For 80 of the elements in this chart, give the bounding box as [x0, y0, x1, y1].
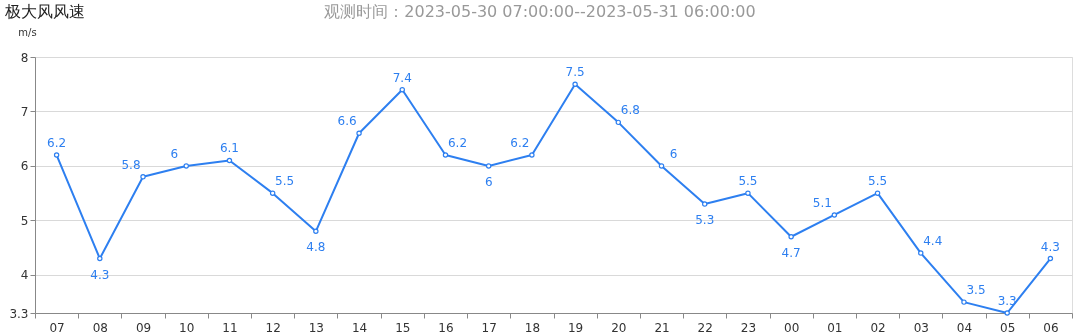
- point: [745, 190, 751, 196]
- x-tick-label: 04: [956, 320, 973, 335]
- y-tick-label: 8: [20, 50, 29, 65]
- data-label: 6: [170, 146, 179, 161]
- y-tick-label: 4: [20, 268, 29, 283]
- data-label: 7.4: [392, 70, 412, 85]
- point: [788, 234, 794, 240]
- point: [658, 163, 665, 169]
- point: [961, 299, 967, 305]
- data-label: 6.6: [337, 114, 357, 129]
- chart-title: 极大风风速: [4, 2, 85, 21]
- x-tick-label: 11: [222, 320, 238, 335]
- x-tick-label: 12: [265, 320, 281, 335]
- data-label: 5.1: [812, 195, 832, 210]
- point: [485, 163, 492, 169]
- point: [140, 174, 146, 180]
- y-tick-label: 7: [20, 104, 29, 119]
- data-label: 4.8: [306, 240, 326, 255]
- data-label: 6.8: [620, 103, 640, 118]
- point: [399, 86, 405, 93]
- chart-subtitle: 观测时间：2023-05-30 07:00:00--2023-05-31 06:00:00: [324, 2, 756, 21]
- data-label: 6.2: [510, 136, 530, 151]
- x-tick-label: 23: [740, 320, 757, 335]
- x-tick-label: 08: [92, 320, 108, 335]
- data-label: 5.3: [695, 213, 715, 228]
- y-axis-title: m/s: [18, 26, 37, 38]
- point: [442, 152, 449, 158]
- x-tick-label: 19: [567, 320, 584, 335]
- data-label: 6: [669, 146, 678, 161]
- x-tick-label: 20: [611, 320, 627, 335]
- point: [97, 255, 103, 262]
- x-tick-label: 02: [870, 320, 886, 335]
- data-label: 6: [484, 174, 493, 189]
- x-tick-label: 14: [351, 320, 368, 335]
- point: [53, 152, 60, 158]
- x-tick-label: 01: [827, 320, 843, 335]
- x-tick-label: 00: [784, 320, 800, 335]
- point: [313, 228, 319, 235]
- data-label: 5.8: [121, 157, 141, 172]
- x-tick-label: 15: [395, 320, 411, 335]
- data-label: 4.3: [1040, 239, 1060, 254]
- x-tick-label: 13: [308, 320, 324, 335]
- data-label: 6.1: [219, 141, 239, 156]
- data-label: 6.2: [47, 136, 67, 151]
- point: [183, 163, 189, 169]
- x-tick-label: 16: [438, 320, 454, 335]
- data-label: 4.3: [90, 267, 110, 282]
- data-label: 5.5: [275, 174, 295, 189]
- data-label: 5.5: [738, 174, 758, 189]
- point: [831, 212, 838, 218]
- point: [874, 190, 881, 196]
- data-label: 6.2: [447, 136, 468, 151]
- y-tick-label: 3.3: [9, 306, 29, 321]
- x-tick-label: 05: [1000, 320, 1016, 335]
- point: [529, 152, 535, 158]
- point: [356, 130, 362, 136]
- point: [269, 190, 276, 196]
- x-tick-label: 21: [654, 320, 670, 335]
- x-tick-label: 18: [524, 320, 541, 335]
- point: [1004, 310, 1010, 316]
- point: [918, 250, 924, 256]
- point: [702, 201, 708, 207]
- point: [615, 119, 622, 126]
- x-tick-label: 10: [179, 320, 195, 335]
- data-label: 3.5: [966, 283, 986, 298]
- data-label: 5.5: [868, 174, 888, 189]
- x-tick-label: 22: [697, 320, 713, 335]
- data-label: 4.4: [923, 234, 943, 249]
- y-tick-label: 6: [20, 159, 29, 174]
- point: [1047, 255, 1054, 262]
- point: [226, 157, 233, 164]
- data-label: 4.7: [781, 245, 801, 260]
- y-tick-label: 5: [20, 213, 29, 228]
- x-tick-label: 09: [135, 320, 152, 335]
- x-tick-label: 07: [49, 320, 65, 335]
- x-tick-label: 03: [913, 320, 929, 335]
- x-tick-label: 06: [1043, 320, 1059, 335]
- point: [572, 81, 578, 87]
- x-tick-label: 17: [481, 320, 497, 335]
- data-label: 7.5: [565, 65, 585, 80]
